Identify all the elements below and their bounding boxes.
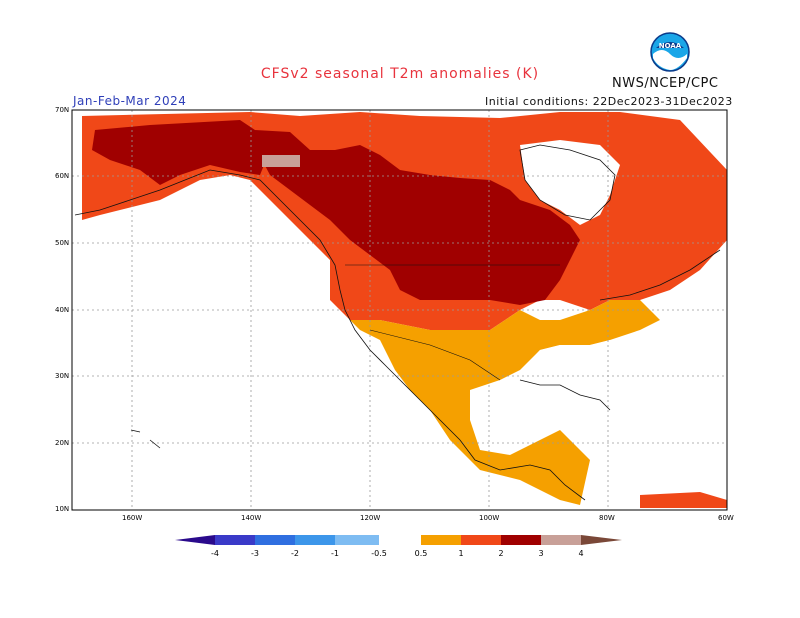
colorbar-bin	[379, 535, 421, 545]
noaa-logo-icon: NOAA	[650, 32, 690, 72]
lat-label: 10N	[55, 505, 70, 513]
logo-text: NOAA	[659, 42, 682, 50]
lat-label: 60N	[55, 172, 70, 180]
anomaly-3-4-region	[262, 155, 300, 167]
lat-label: 50N	[55, 239, 70, 247]
map-title: CFSv2 seasonal T2m anomalies (K)	[260, 66, 540, 82]
colorbar-gt-4	[581, 535, 622, 545]
colorbar-bin	[461, 535, 501, 545]
colorbar-tick: -2	[291, 549, 299, 558]
initial-conditions: Initial conditions: 22Dec2023-31Dec2023	[485, 95, 733, 108]
colorbar-lt-4	[175, 535, 215, 545]
lon-label: 60W	[718, 514, 734, 522]
agency-label: NWS/NCEP/CPC	[612, 76, 719, 91]
coastlines	[74, 144, 721, 501]
lat-label: 40N	[55, 306, 70, 314]
anomaly-fills	[82, 112, 727, 508]
forecast-period: Jan-Feb-Mar 2024	[73, 94, 187, 108]
colorbar-tick: -4	[211, 549, 219, 558]
lat-label: 30N	[55, 372, 70, 380]
colorbar-tick: 2	[498, 549, 503, 558]
colorbar-bin	[295, 535, 335, 545]
lon-label: 120W	[360, 514, 381, 522]
colorbar-bin	[215, 535, 255, 545]
lon-label: 160W	[122, 514, 143, 522]
anomaly-2-3-region-canada	[255, 130, 580, 305]
colorbar-bin	[541, 535, 581, 545]
near-normal-southeast-us	[520, 340, 620, 400]
colorbar-tick: 1	[458, 549, 463, 558]
lat-label: 70N	[55, 106, 70, 114]
colorbar: -4 -3 -2 -1 -0.5 0.5 1 2 3 4	[175, 535, 622, 558]
colorbar-tick: 0.5	[415, 549, 428, 558]
colorbar-tick: 3	[538, 549, 543, 558]
colorbar-tick: -1	[331, 549, 339, 558]
map-frame	[71, 109, 728, 511]
anomaly-2-3-region	[92, 120, 270, 185]
lon-label: 80W	[599, 514, 615, 522]
graticule	[72, 110, 727, 510]
colorbar-tick: -0.5	[371, 549, 387, 558]
colorbar-bin	[421, 535, 461, 545]
anomaly-0.5-1-region	[350, 300, 660, 505]
colorbar-bin	[255, 535, 295, 545]
colorbar-bin	[501, 535, 541, 545]
anomaly-1-2-south-america	[640, 492, 727, 508]
colorbar-tick: 4	[578, 549, 583, 558]
near-normal-hudson-bay	[520, 140, 620, 225]
colorbar-bin	[335, 535, 379, 545]
lon-label: 140W	[241, 514, 262, 522]
lat-label: 20N	[55, 439, 70, 447]
colorbar-tick: -3	[251, 549, 259, 558]
lon-label: 100W	[479, 514, 500, 522]
